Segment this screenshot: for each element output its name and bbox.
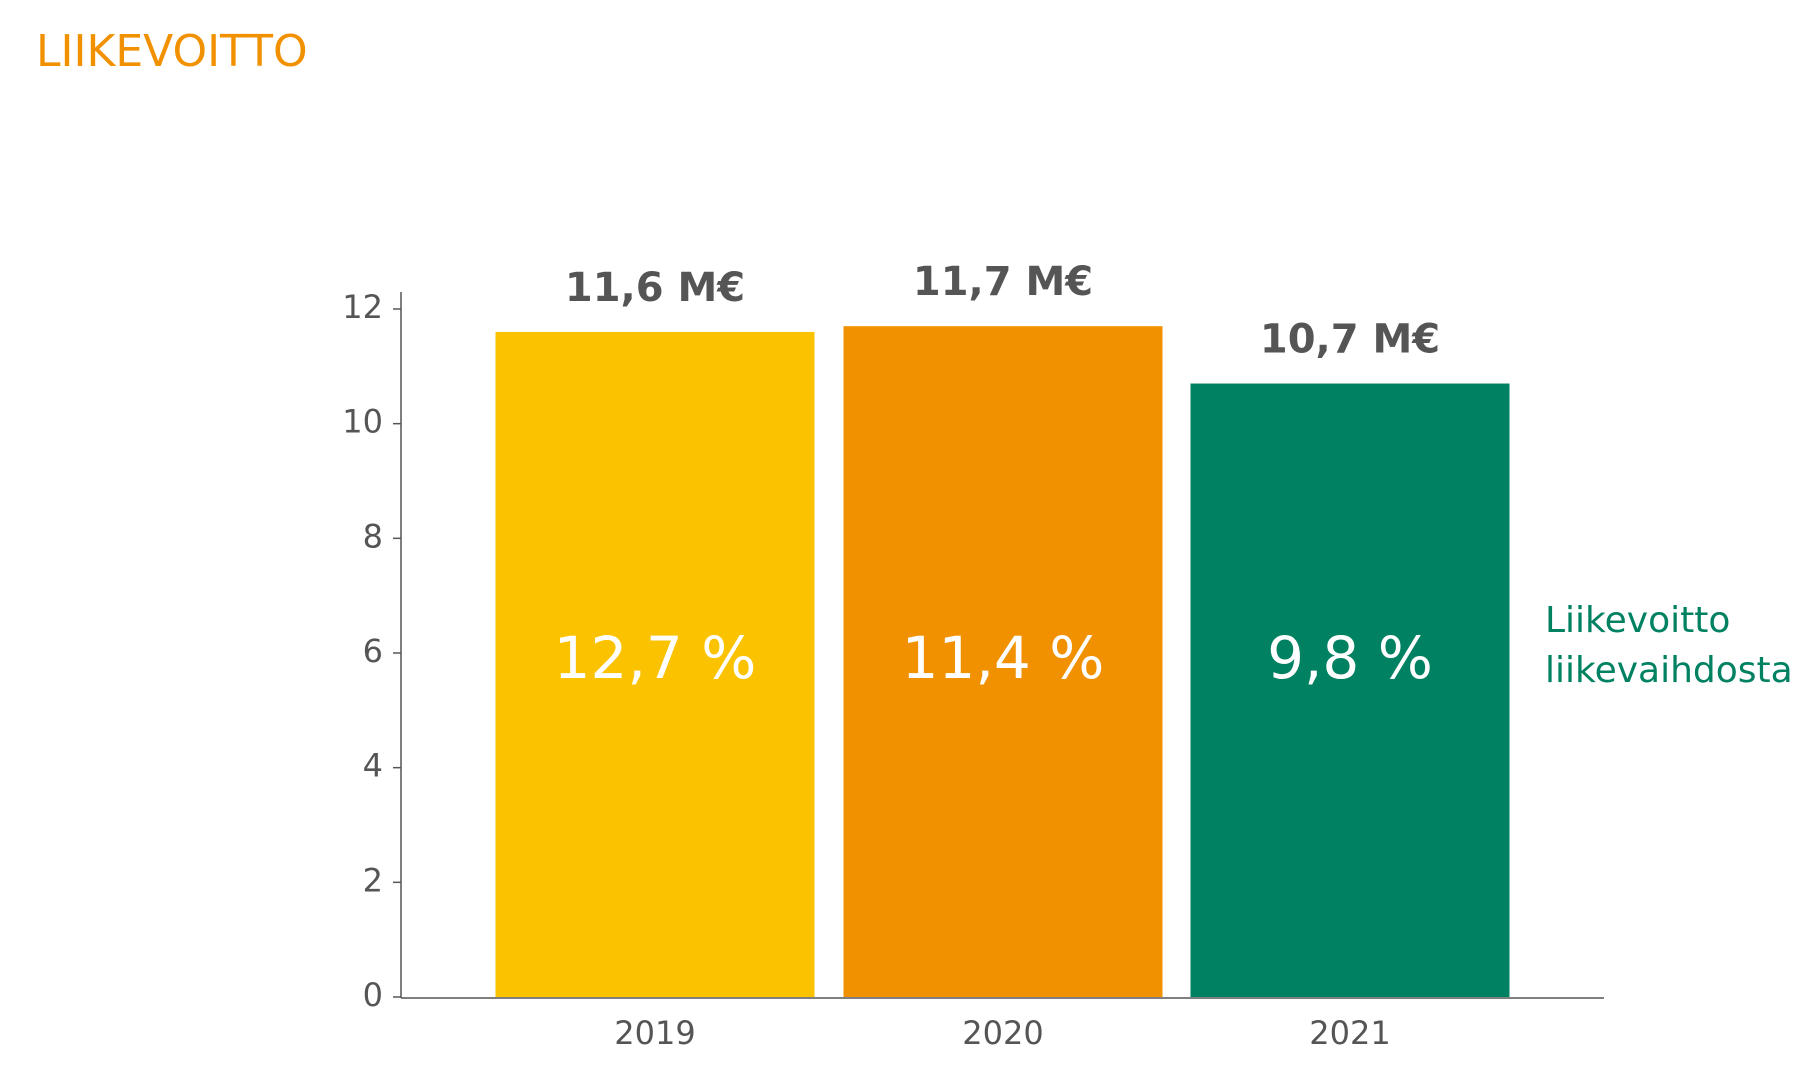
margin-label: 11,4 %	[902, 624, 1105, 692]
x-tick-label: 2019	[614, 1014, 695, 1052]
x-tick-label: 2021	[1309, 1014, 1390, 1052]
chart-title: LIIKEVOITTO	[36, 26, 308, 77]
value-label: 10,7 M€	[1260, 317, 1440, 363]
y-tick-label: 2	[363, 861, 383, 899]
bar	[843, 326, 1163, 997]
legend-label: Liikevoitto	[1545, 600, 1730, 641]
legend-label: liikevaihdosta	[1545, 650, 1793, 691]
y-tick-label: 10	[342, 403, 383, 441]
y-tick-label: 12	[342, 288, 383, 326]
margin-label: 9,8 %	[1267, 624, 1433, 692]
bar	[1190, 383, 1510, 997]
y-tick-label: 8	[363, 517, 383, 555]
y-tick-label: 6	[363, 632, 383, 670]
y-tick-label: 4	[363, 747, 383, 785]
bar	[495, 331, 815, 997]
y-tick-label: 0	[363, 976, 383, 1014]
margin-label: 12,7 %	[554, 624, 757, 692]
value-label: 11,7 M€	[913, 259, 1093, 305]
x-tick-label: 2020	[962, 1014, 1043, 1052]
value-label: 11,6 M€	[565, 265, 745, 311]
